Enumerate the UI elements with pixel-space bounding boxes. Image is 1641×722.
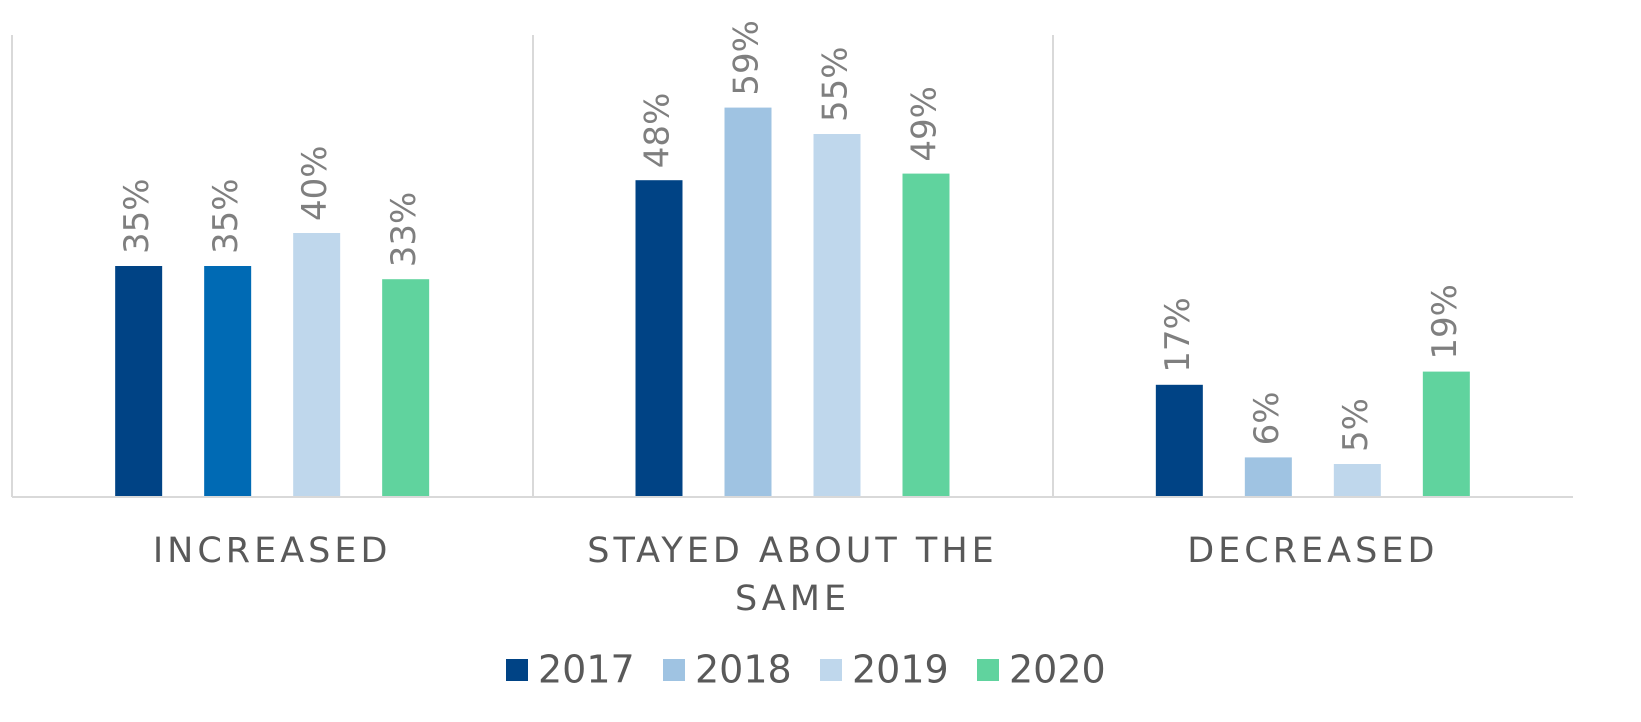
data-label: 35% <box>117 178 157 254</box>
legend-swatch <box>663 659 685 681</box>
bar <box>1422 371 1470 497</box>
data-label: 55% <box>816 46 856 122</box>
legend-label: 2019 <box>852 648 949 692</box>
x-tick-label-line: STAYED ABOUT THE <box>587 531 998 571</box>
bar <box>382 279 430 497</box>
bar <box>635 180 683 497</box>
x-tick-label: INCREASED <box>153 531 392 571</box>
bar <box>204 266 252 497</box>
bar <box>293 233 341 497</box>
data-label: 6% <box>1247 391 1287 445</box>
bar <box>1244 457 1292 497</box>
data-label: 19% <box>1425 284 1465 360</box>
data-label: 5% <box>1336 398 1376 452</box>
legend-swatch <box>977 659 999 681</box>
data-label: 35% <box>206 178 246 254</box>
data-label: 33% <box>384 192 424 268</box>
bar <box>1155 384 1203 497</box>
data-label: 40% <box>295 145 335 221</box>
x-tick-label: STAYED ABOUT THE SAME <box>587 531 998 619</box>
data-label: 48% <box>638 93 678 169</box>
x-tick-label-line: SAME <box>735 579 850 619</box>
legend-swatch <box>506 659 528 681</box>
legend-label: 2018 <box>695 648 792 692</box>
bar <box>1333 464 1381 497</box>
data-label: 49% <box>905 86 945 162</box>
legend-swatch <box>820 659 842 681</box>
bar <box>115 266 163 497</box>
x-tick-label: DECREASED <box>1187 531 1438 571</box>
bar <box>724 107 772 497</box>
data-label: 17% <box>1158 297 1198 373</box>
legend-label: 2020 <box>1009 648 1106 692</box>
bar <box>813 134 861 497</box>
data-label: 59% <box>727 20 767 96</box>
bar <box>902 173 950 497</box>
legend-label: 2017 <box>538 648 635 692</box>
